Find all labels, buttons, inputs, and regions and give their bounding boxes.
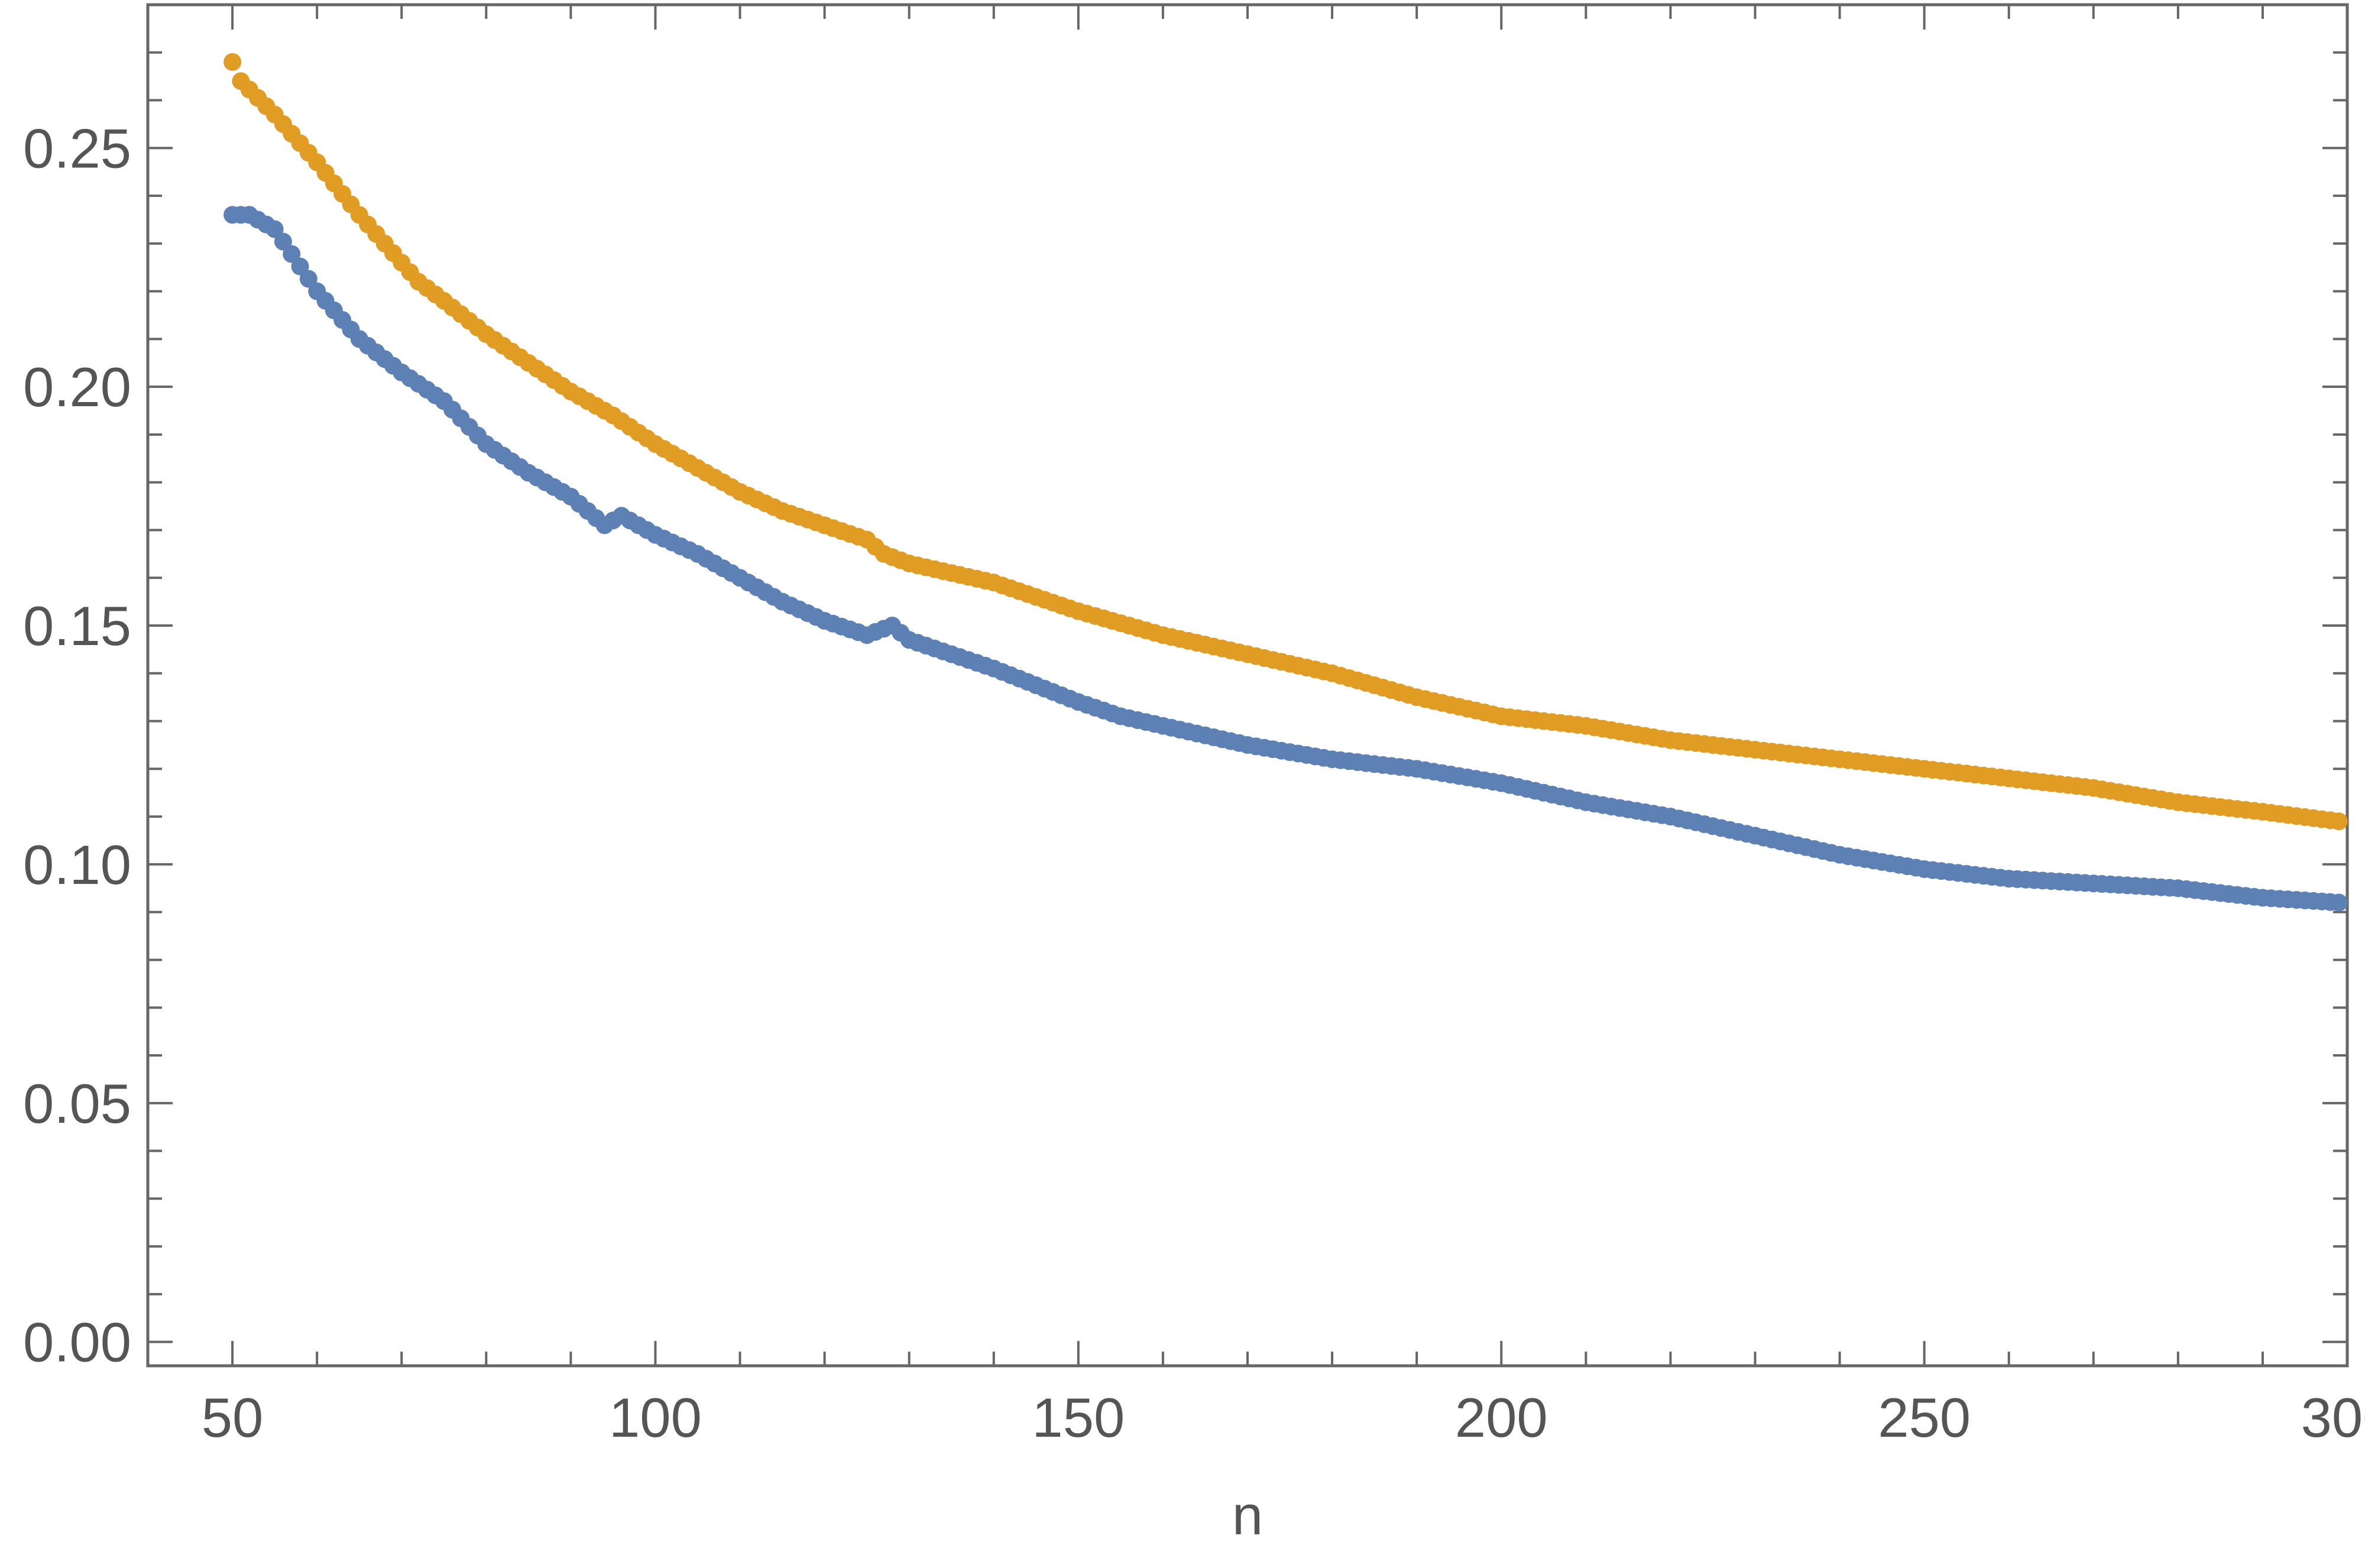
- y-tick-label: 0.00: [23, 1311, 131, 1373]
- x-tick-label: 50: [202, 1386, 264, 1449]
- x-tick-label: 100: [609, 1386, 702, 1449]
- x-tick-label: 150: [1032, 1386, 1125, 1449]
- data-point: [291, 257, 309, 276]
- y-tick-label: 0.10: [23, 834, 131, 896]
- x-tick-label: 200: [1455, 1386, 1548, 1449]
- y-tick-label: 0.15: [23, 595, 131, 657]
- axis-ticks: [147, 4, 2348, 1366]
- plot-frame: [146, 3, 2349, 1368]
- data-series: [223, 53, 2348, 912]
- y-tick-label: 0.05: [23, 1073, 131, 1135]
- y-tick-label: 0.25: [23, 117, 131, 179]
- series-1: [223, 53, 2348, 831]
- series-2: [223, 206, 2348, 912]
- data-point: [223, 53, 242, 71]
- y-tick-label: 0.20: [23, 356, 131, 418]
- data-point: [265, 220, 284, 238]
- data-point: [2330, 893, 2348, 912]
- x-tick-label: 300: [2301, 1386, 2365, 1449]
- tick-labels: 50 100 150 200 250 300 0.00 0.05 0.10 0.15 0.20 0.2…: [23, 117, 2365, 1449]
- data-point: [283, 245, 301, 263]
- data-point: [299, 270, 318, 288]
- plot-frame-rect: [146, 3, 2349, 1368]
- data-point: [2330, 812, 2348, 831]
- data-point: [274, 232, 292, 251]
- x-axis-title: n: [1232, 1484, 1263, 1546]
- x-tick-label: 250: [1878, 1386, 1971, 1449]
